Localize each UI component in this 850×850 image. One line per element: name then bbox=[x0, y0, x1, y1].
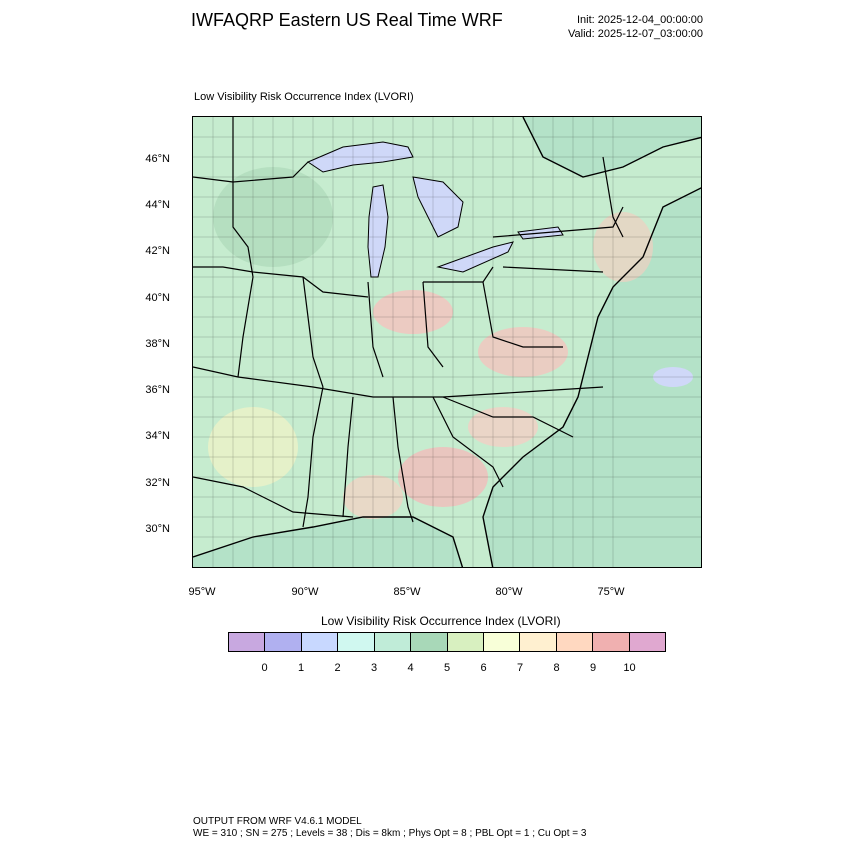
lon-label-95: 95°W bbox=[188, 586, 216, 598]
footer-model-line: OUTPUT FROM WRF V4.6.1 MODEL bbox=[193, 816, 362, 827]
colorbar-tick-label: 5 bbox=[443, 662, 451, 674]
colorbar-cell bbox=[374, 633, 412, 651]
colorbar-tick-label: 6 bbox=[480, 662, 487, 674]
lvori-map bbox=[193, 117, 701, 567]
lat-label-36: 36°N bbox=[145, 384, 170, 396]
map-subtitle: Low Visibility Risk Occurrence Index (LV… bbox=[194, 91, 414, 103]
colorbar-cell bbox=[447, 633, 484, 651]
lat-label-30: 30°N bbox=[145, 523, 170, 535]
colorbar-cell bbox=[301, 633, 339, 651]
colorbar-title: Low Visibility Risk Occurrence Index (LV… bbox=[321, 614, 561, 628]
colorbar-cell bbox=[265, 633, 302, 651]
colorbar-cell bbox=[593, 633, 630, 651]
colorbar-cell bbox=[338, 633, 375, 651]
colorbar bbox=[228, 632, 666, 652]
lat-label-40: 40°N bbox=[145, 292, 170, 304]
lat-label-46: 46°N bbox=[145, 153, 170, 165]
init-time: Init: 2025-12-04_00:00:00 bbox=[577, 14, 703, 26]
map-panel bbox=[192, 116, 702, 568]
coastline bbox=[193, 117, 701, 567]
valid-time: Valid: 2025-12-07_03:00:00 bbox=[568, 28, 703, 40]
lake-huron bbox=[412, 176, 464, 238]
colorbar-cell bbox=[229, 633, 266, 651]
county-grid bbox=[193, 117, 701, 567]
chart-title: IWFAQRP Eastern US Real Time WRF bbox=[191, 10, 503, 30]
colorbar-tick-label: 2 bbox=[334, 662, 341, 674]
high-risk-area-carolinas bbox=[468, 407, 538, 447]
footer-config-line: WE = 310 ; SN = 275 ; Levels = 38 ; Dis … bbox=[193, 828, 587, 839]
colorbar-tick-label: 3 bbox=[370, 662, 378, 674]
lon-label-90: 90°W bbox=[291, 586, 319, 598]
colorbar-tick-label: 8 bbox=[553, 662, 560, 674]
lat-label-42: 42°N bbox=[145, 245, 170, 257]
lat-label-44: 44°N bbox=[145, 199, 170, 211]
lat-label-32: 32°N bbox=[145, 477, 170, 489]
colorbar-cell bbox=[411, 633, 448, 651]
lon-label-75: 75°W bbox=[597, 586, 625, 598]
lat-label-34: 34°N bbox=[145, 430, 170, 442]
colorbar-cell bbox=[629, 633, 666, 651]
high-risk-area-virginia bbox=[478, 327, 568, 377]
colorbar-tick-label: 0 bbox=[261, 662, 268, 674]
high-risk-area-newengland bbox=[593, 212, 653, 282]
colorbar-tick-label: 1 bbox=[297, 662, 305, 674]
colorbar-cell bbox=[556, 633, 594, 651]
lon-label-80: 80°W bbox=[495, 586, 523, 598]
colorbar-cell bbox=[520, 633, 557, 651]
colorbar-cell bbox=[483, 633, 521, 651]
lat-label-38: 38°N bbox=[145, 338, 170, 350]
colorbar-tick-label: 7 bbox=[516, 662, 524, 674]
colorbar-tick-label: 10 bbox=[623, 662, 636, 674]
colorbar-tick-label: 4 bbox=[407, 662, 414, 674]
lon-label-85: 85°W bbox=[393, 586, 421, 598]
colorbar-tick-label: 9 bbox=[589, 662, 597, 674]
